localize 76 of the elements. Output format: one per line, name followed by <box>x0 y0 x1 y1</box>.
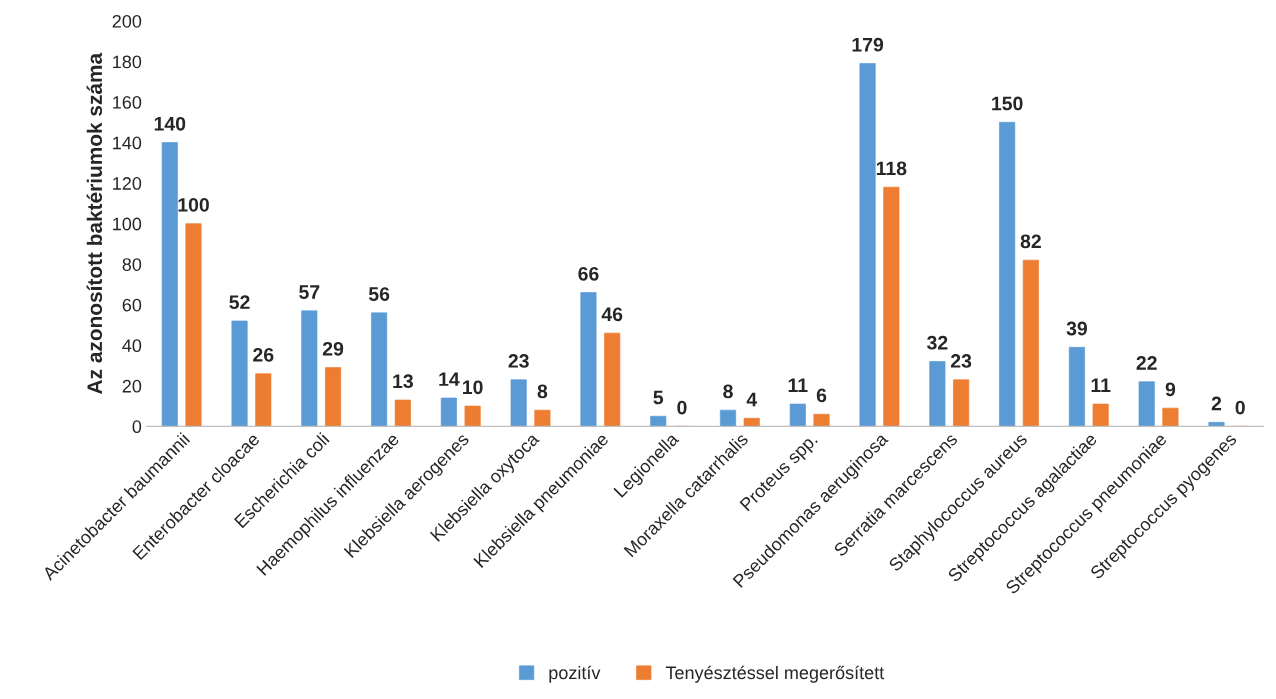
data-label: 23 <box>508 354 529 368</box>
data-label: 8 <box>537 384 548 399</box>
data-label: 57 <box>299 285 320 299</box>
data-label: 26 <box>253 347 274 362</box>
data-label: 118 <box>876 161 907 176</box>
y-tick-label: 20 <box>122 379 142 393</box>
y-tick-label: 60 <box>122 298 142 312</box>
data-label: 179 <box>852 37 884 52</box>
data-label: 6 <box>816 388 827 403</box>
legend-label: Tenyésztéssel megerősített <box>665 665 885 683</box>
y-tick-label: 200 <box>112 14 142 28</box>
bar <box>953 379 970 427</box>
bar <box>604 332 621 427</box>
data-label: 52 <box>229 295 250 310</box>
bar <box>1068 346 1085 427</box>
bar <box>743 417 760 427</box>
data-label: 11 <box>1091 378 1111 392</box>
bar <box>301 310 318 427</box>
bar <box>859 63 876 427</box>
y-axis-title: Az azonosított baktériumok száma <box>86 52 103 394</box>
y-tick-label: 160 <box>113 95 142 109</box>
data-label: 56 <box>368 287 390 301</box>
legend-label: pozitív <box>549 665 601 683</box>
bar <box>255 373 272 427</box>
y-tick-label: 180 <box>113 55 142 69</box>
bar <box>883 186 900 427</box>
data-label: 2 <box>1211 396 1222 411</box>
bar <box>510 379 527 427</box>
data-label: 29 <box>322 341 344 356</box>
data-label: 82 <box>1020 234 1041 249</box>
data-label: 13 <box>393 374 413 389</box>
data-label: 23 <box>950 354 972 368</box>
y-tick-label: 140 <box>113 136 142 150</box>
bar <box>999 121 1016 427</box>
bar <box>1022 259 1039 427</box>
data-label: 0 <box>677 400 687 415</box>
data-label: 39 <box>1066 321 1088 336</box>
data-label: 100 <box>178 197 209 212</box>
data-label: 4 <box>746 392 758 407</box>
bar <box>325 367 342 427</box>
y-tick-label: 40 <box>122 339 142 353</box>
bar <box>464 405 481 427</box>
bar <box>813 413 830 427</box>
bar <box>534 409 551 427</box>
data-label: 22 <box>1136 356 1157 370</box>
data-label: 32 <box>927 335 948 350</box>
bar <box>1138 381 1155 427</box>
bar <box>719 409 737 427</box>
data-label: 140 <box>154 116 186 131</box>
y-tick-label: 0 <box>132 420 142 434</box>
bar <box>185 223 202 427</box>
bar <box>1208 421 1225 427</box>
data-label: 9 <box>1165 382 1176 397</box>
y-tick-label: 80 <box>122 258 142 271</box>
data-label: 46 <box>601 307 623 322</box>
bar <box>789 403 806 427</box>
data-label: 66 <box>578 266 599 281</box>
bar <box>580 292 597 427</box>
bar <box>394 399 411 427</box>
bar <box>371 312 388 427</box>
data-label: 14 <box>439 372 460 386</box>
bar <box>231 320 248 427</box>
data-label: 0 <box>1235 400 1245 415</box>
data-label: 10 <box>463 380 483 395</box>
data-label: 8 <box>723 384 733 399</box>
bar <box>929 361 946 427</box>
data-label: 5 <box>653 390 664 405</box>
data-label: 150 <box>992 96 1023 111</box>
bar <box>440 397 457 427</box>
bar <box>161 142 178 427</box>
data-label: 11 <box>788 378 808 392</box>
y-tick-label: 120 <box>113 177 142 190</box>
bar <box>1162 407 1179 427</box>
bar <box>1092 403 1109 427</box>
y-tick-label: 100 <box>113 217 142 231</box>
bar <box>650 415 667 427</box>
